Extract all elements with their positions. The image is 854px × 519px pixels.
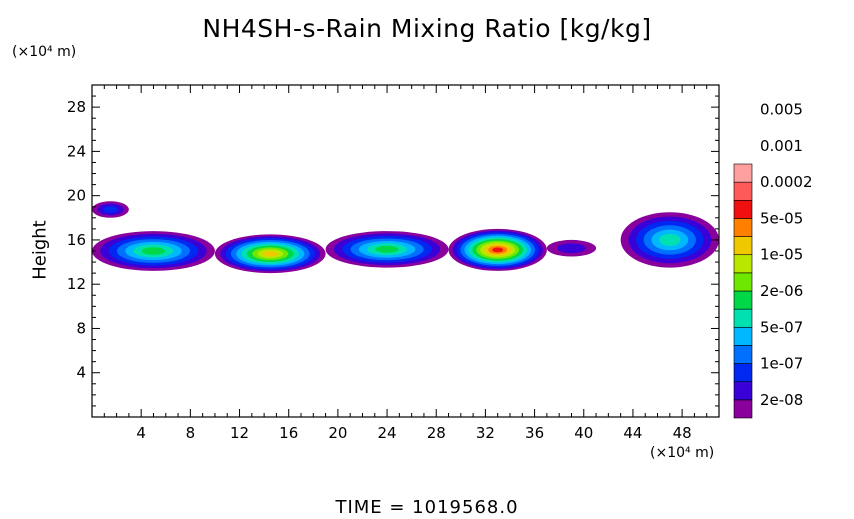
- colorbar-swatch: [733, 326, 753, 346]
- x-tick-label: 32: [476, 424, 495, 442]
- colorbar-label: 1e-05: [760, 246, 803, 264]
- contour-level-6: [375, 245, 399, 253]
- contour-level-11: [492, 247, 504, 253]
- y-axis-label: Height: [29, 220, 51, 280]
- colorbar-label: 2e-06: [760, 282, 803, 300]
- colorbar-label: 0.001: [760, 137, 803, 155]
- x-tick-label: 28: [427, 424, 446, 442]
- colorbar-label: 5e-05: [760, 209, 803, 227]
- x-tick-label: 20: [328, 424, 347, 442]
- colorbar-swatch: [733, 181, 753, 201]
- x-tick-label: 44: [623, 424, 642, 442]
- colorbar-label: 5e-07: [760, 318, 803, 336]
- y-tick-label: 28: [67, 98, 86, 116]
- contour-level-1: [557, 243, 586, 254]
- x-tick-label: 16: [279, 424, 298, 442]
- contour-region-5: [448, 228, 547, 271]
- contour-level-9: [262, 251, 278, 257]
- colorbar-label: 0.0002: [760, 173, 813, 191]
- x-tick-label: 24: [378, 424, 397, 442]
- colorbar-swatch: [733, 163, 753, 183]
- colorbar-swatch: [733, 236, 753, 256]
- x-tick-label: 8: [186, 424, 196, 442]
- time-label: TIME = 1019568.0: [335, 497, 519, 518]
- x-tick-label: 40: [574, 424, 593, 442]
- contour-field: [92, 201, 719, 274]
- colorbar-swatch: [733, 399, 753, 419]
- colorbar-label: 1e-07: [760, 355, 803, 373]
- contour-level-2: [102, 206, 119, 213]
- colorbar-swatch: [733, 218, 753, 237]
- y-tick-label: 24: [67, 142, 86, 160]
- contour-region-4: [325, 231, 449, 268]
- x-tick-label: 48: [673, 424, 692, 442]
- y-tick-label: 4: [76, 364, 86, 382]
- x-tick-label: 12: [230, 424, 249, 442]
- x-axis-unit: (×10⁴ m): [650, 445, 715, 461]
- colorbar-swatch: [733, 199, 753, 219]
- colorbar-swatch: [733, 272, 753, 292]
- y-axis-unit: (×10⁴ m): [12, 44, 77, 60]
- colorbar-swatch: [733, 363, 753, 383]
- y-tick-label: 16: [67, 231, 86, 249]
- contour-level-5: [659, 233, 681, 246]
- colorbar-swatch: [733, 345, 753, 364]
- contour-level-6: [141, 247, 166, 255]
- colorbar-label: 0.005: [760, 101, 803, 119]
- colorbar: 2e-08 1e-07 5e-07 2e-06 1e-05 5e-05 0.0002 0.00…: [733, 101, 813, 419]
- x-tick-label: 36: [525, 424, 544, 442]
- contour-region-6: [546, 239, 597, 257]
- contour-region-1: [92, 201, 129, 218]
- chart-title: NH4SH-s-Rain Mixing Ratio [kg/kg]: [202, 14, 652, 43]
- y-tick-label: 12: [67, 275, 86, 293]
- contour-region-7: [620, 212, 719, 268]
- y-tick-label: 8: [76, 319, 86, 337]
- y-tick-label: 20: [67, 187, 86, 205]
- contour-region-2: [92, 231, 215, 271]
- contour-region-3: [214, 234, 326, 274]
- colorbar-label: 2e-08: [760, 391, 803, 409]
- colorbar-swatch: [733, 381, 753, 401]
- x-tick-label: 4: [136, 424, 146, 442]
- colorbar-swatch: [733, 308, 753, 328]
- colorbar-swatch: [733, 254, 753, 274]
- colorbar-swatch: [733, 290, 753, 310]
